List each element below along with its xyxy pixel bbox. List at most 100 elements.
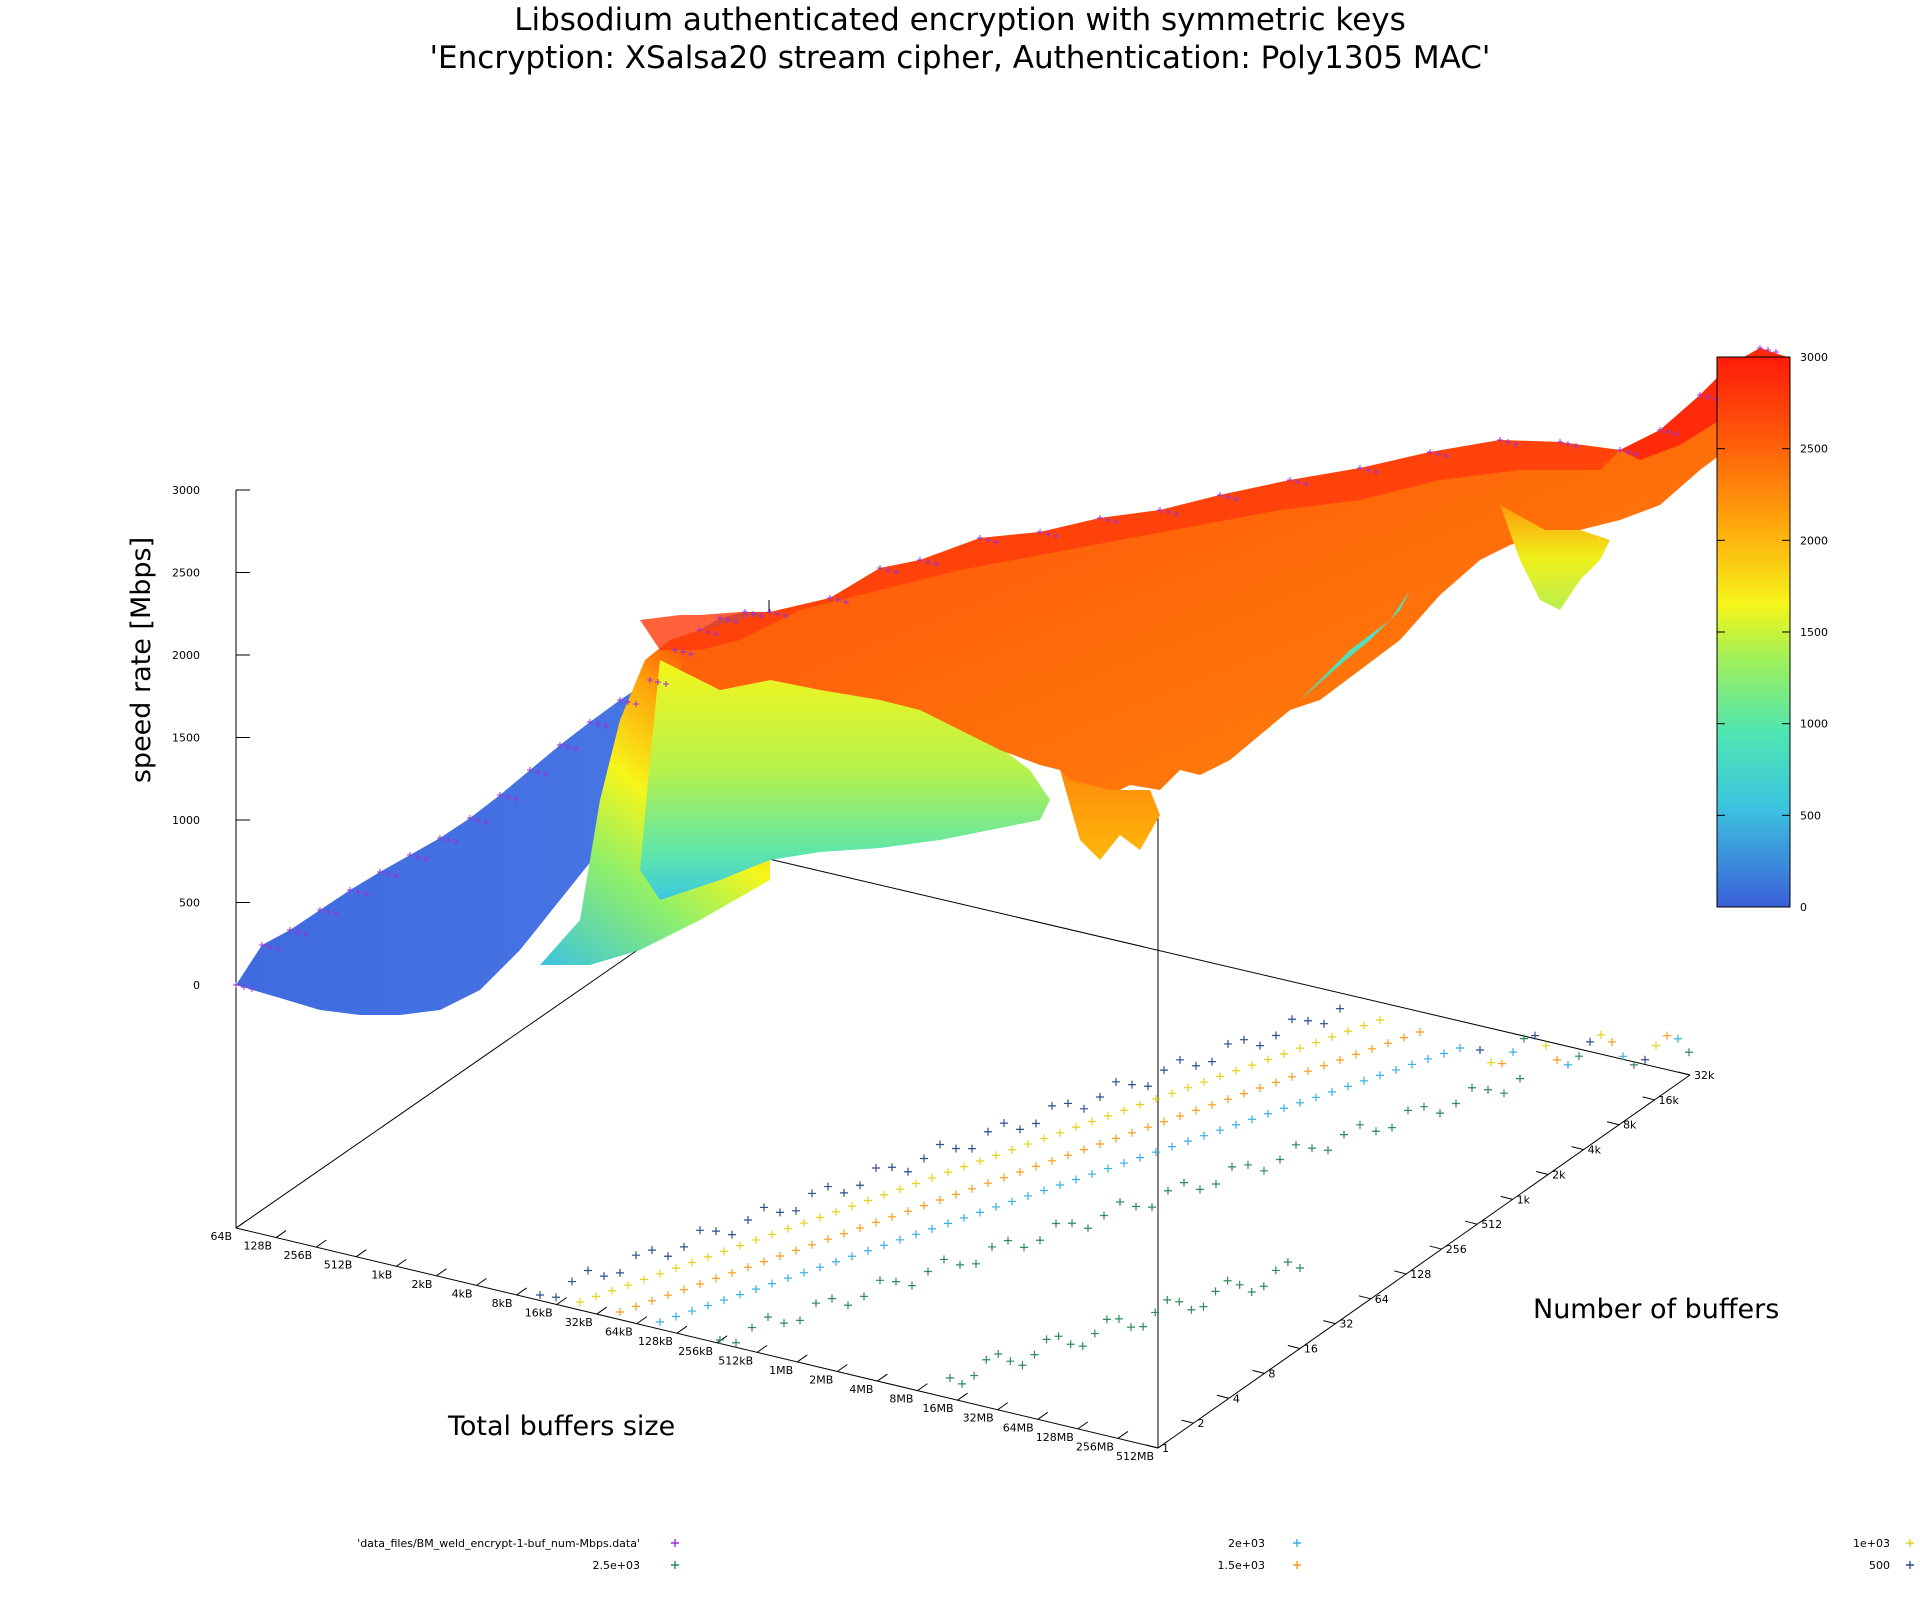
contour-point [1072, 1123, 1080, 1132]
contour-point [1104, 1164, 1112, 1173]
contour-point [1112, 1077, 1120, 1086]
edge-point [633, 701, 639, 707]
contour-point [1168, 1089, 1176, 1098]
edge-point [347, 887, 353, 893]
edge-point [1045, 531, 1051, 537]
contour-point [988, 1242, 996, 1251]
contour-point [664, 1252, 672, 1261]
colorbar-tick-label: 2000 [1800, 534, 1828, 547]
contour-point [688, 1258, 696, 1267]
edge-point [775, 611, 781, 617]
edge-point [925, 559, 931, 565]
contour-point [1211, 1287, 1220, 1296]
contour-point [876, 1276, 884, 1285]
edge-point [680, 649, 686, 655]
contour-point [1080, 1145, 1088, 1154]
edge-point [1697, 392, 1703, 398]
contour-point [1663, 1031, 1671, 1040]
contour-point [808, 1240, 816, 1249]
contour-point [944, 1168, 952, 1177]
contour-point [936, 1196, 944, 1204]
contour-point [760, 1203, 768, 1212]
contour-point [1212, 1180, 1220, 1188]
edge-point [1373, 469, 1379, 475]
contour-point [764, 1312, 772, 1321]
edge-point [1617, 447, 1623, 453]
contour-point [992, 1202, 1000, 1211]
edge-point [475, 817, 481, 823]
contour-point [1404, 1106, 1412, 1115]
contour-point [1260, 1166, 1268, 1175]
contour-point [576, 1298, 584, 1306]
contour-point [1164, 1186, 1172, 1195]
contour-point [632, 1302, 640, 1311]
contour-point [680, 1242, 688, 1251]
contour-point [1228, 1162, 1236, 1171]
edge-point [1165, 509, 1171, 515]
contour-point [1114, 1314, 1123, 1323]
contour-point [1356, 1120, 1364, 1129]
edge-point [1557, 439, 1563, 445]
x-tick-label: 512B [324, 1259, 353, 1272]
contour-point [1008, 1145, 1016, 1154]
contour-point [680, 1285, 688, 1294]
contour-point [728, 1268, 736, 1277]
contour-point [1424, 1054, 1432, 1063]
contour-point [1232, 1120, 1240, 1129]
contour-point [960, 1213, 968, 1222]
contour-point [1132, 1202, 1140, 1211]
contour-point [1151, 1308, 1160, 1317]
contour-point [672, 1312, 680, 1321]
contour-point [1127, 1323, 1136, 1332]
contour-point [1216, 1126, 1224, 1135]
contour-point [640, 1275, 648, 1284]
contour-point [736, 1290, 744, 1299]
z-tick-label: 1000 [172, 814, 200, 827]
y-tick-label: 32 [1339, 1318, 1353, 1331]
contour-point [1008, 1197, 1016, 1206]
contour-point [616, 1308, 624, 1316]
contour-point [944, 1219, 952, 1228]
contour-point [1312, 1038, 1320, 1047]
legend-marker [1906, 1539, 1914, 1547]
edge-point [505, 794, 511, 800]
contour-point [1096, 1140, 1104, 1148]
contour-point [1271, 1266, 1280, 1275]
contour-point [924, 1267, 932, 1276]
x-tick-label: 64kB [605, 1326, 633, 1339]
edge-point [453, 839, 459, 845]
contour-point [982, 1355, 991, 1364]
contour-point [1283, 1258, 1292, 1267]
edge-point [249, 986, 255, 992]
x-tick-label: 16MB [923, 1402, 954, 1415]
edge-point [1113, 519, 1119, 525]
edge-point [725, 617, 731, 623]
contour-point [1036, 1236, 1044, 1245]
y-axis-label: Number of buffers [1533, 1294, 1779, 1325]
contour-point [1139, 1322, 1148, 1331]
edge-point [767, 609, 773, 615]
contour-point [720, 1296, 728, 1305]
contour-point [1144, 1082, 1152, 1091]
contour-point [1078, 1342, 1087, 1351]
contour-point [1500, 1089, 1508, 1098]
contour-point [1408, 1060, 1416, 1069]
contour-point [928, 1224, 936, 1233]
contour-point [952, 1190, 960, 1199]
contour-point [1054, 1332, 1063, 1341]
contour-point [1272, 1031, 1280, 1040]
edge-point [595, 721, 601, 727]
contour-point [1240, 1035, 1248, 1044]
edge-point [1505, 439, 1511, 445]
edge-point [467, 815, 473, 821]
contour-point [1384, 1039, 1392, 1048]
contour-point [860, 1292, 868, 1301]
surface [233, 345, 1790, 1015]
contour-point [848, 1252, 856, 1261]
legend: 'data_files/BM_weld_encrypt-1-buf_num-Mb… [357, 1537, 1914, 1572]
contour-point [796, 1316, 804, 1325]
contour-point [648, 1246, 656, 1255]
contour-point [1040, 1186, 1048, 1195]
contour-point [1232, 1066, 1240, 1075]
